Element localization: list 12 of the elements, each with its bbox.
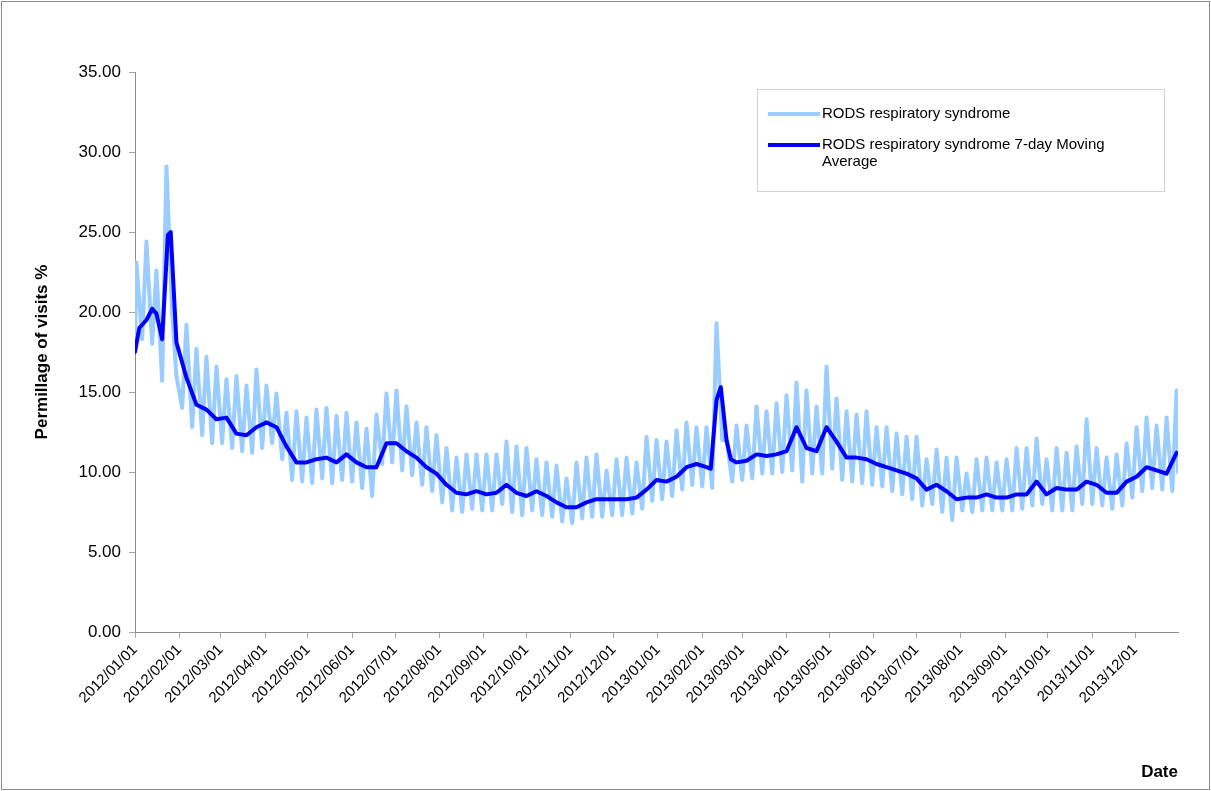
y-tick-label: 15.00	[78, 381, 121, 401]
legend-label: RODS respiratory syndrome	[822, 104, 1011, 121]
y-tick-label: 5.00	[87, 541, 121, 561]
y-tick-label: 30.00	[78, 141, 121, 161]
y-tick-label: 10.00	[78, 461, 121, 481]
y-tick-label: 25.00	[78, 221, 121, 241]
y-axis-title: Permillage of visits %	[31, 264, 51, 440]
x-axis-title: Date	[1141, 762, 1178, 782]
y-tick-label: 35.00	[78, 61, 121, 81]
y-tick-label: 0.00	[87, 621, 121, 641]
legend-label: RODS respiratory syndrome 7-day Moving Average	[822, 135, 1106, 169]
y-tick-label: 20.00	[78, 301, 121, 321]
